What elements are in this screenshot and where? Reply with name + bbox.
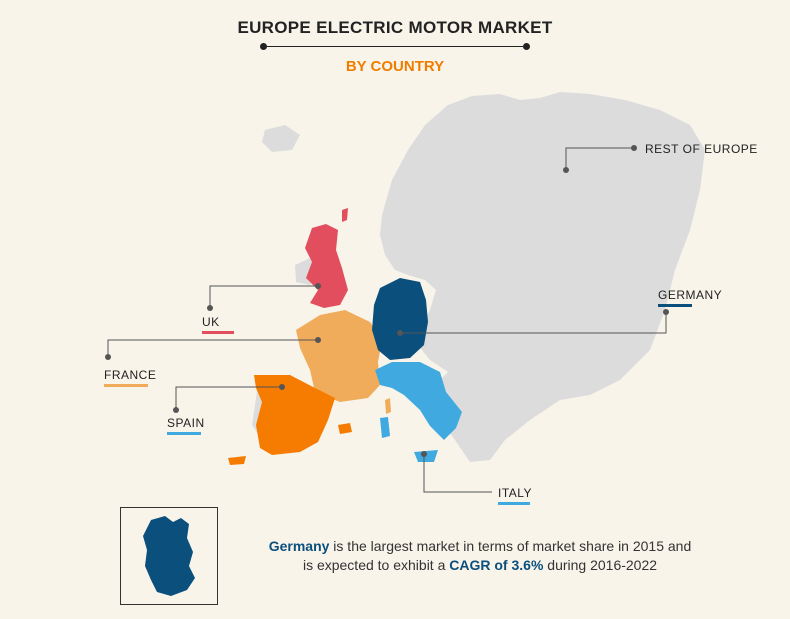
caption-leader: Germany <box>268 538 330 554</box>
leader-lines <box>107 147 667 493</box>
caption-cagr: CAGR of 3.6% <box>449 557 544 573</box>
title-rule-dot-right <box>523 43 530 50</box>
title-rule-dot-left <box>260 43 267 50</box>
region-sardinia <box>380 417 390 438</box>
chart-subtitle: BY COUNTRY <box>345 58 445 75</box>
region-balearic <box>338 423 352 434</box>
label-rest-of-europe-text: REST OF EUROPE <box>645 142 758 156</box>
germany-inset-map <box>143 516 195 596</box>
label-germany-bar <box>658 304 692 307</box>
region-corsica <box>385 398 391 414</box>
region-germany <box>372 278 428 360</box>
region-uk <box>305 224 348 308</box>
caption-text-3: during 2016-2022 <box>543 557 658 573</box>
label-germany-text: GERMANY <box>658 288 723 302</box>
caption-text-1: is the largest market in terms of market… <box>329 538 692 554</box>
label-spain-bar <box>167 432 201 435</box>
label-uk-bar <box>202 331 234 334</box>
label-italy-text: ITALY <box>498 486 533 500</box>
label-uk-text: UK <box>202 315 220 329</box>
germany-inset <box>120 507 218 605</box>
region-canary <box>228 456 246 465</box>
region-uk-shetland <box>342 208 348 222</box>
chart-title: EUROPE ELECTRIC MOTOR MARKET <box>237 18 553 37</box>
insight-caption: Germany is the largest market in terms o… <box>236 537 724 575</box>
region-italy <box>375 362 462 440</box>
label-germany: GERMANY <box>658 288 722 307</box>
label-rest-of-europe-bar <box>645 158 679 161</box>
label-italy-bar <box>498 502 530 505</box>
label-uk: UK <box>202 315 234 334</box>
label-france: FRANCE <box>104 368 156 387</box>
label-italy: ITALY <box>498 486 532 505</box>
title-rule <box>264 46 526 47</box>
label-rest-of-europe: REST OF EUROPE <box>645 142 758 161</box>
label-france-bar <box>104 384 148 387</box>
caption-text-2: is expected to exhibit a <box>302 557 450 573</box>
label-spain-text: SPAIN <box>167 416 205 430</box>
label-france-text: FRANCE <box>104 368 157 382</box>
region-france <box>296 310 382 402</box>
leader-dots <box>105 145 669 457</box>
region-spain <box>254 375 335 455</box>
label-spain: SPAIN <box>167 416 205 435</box>
